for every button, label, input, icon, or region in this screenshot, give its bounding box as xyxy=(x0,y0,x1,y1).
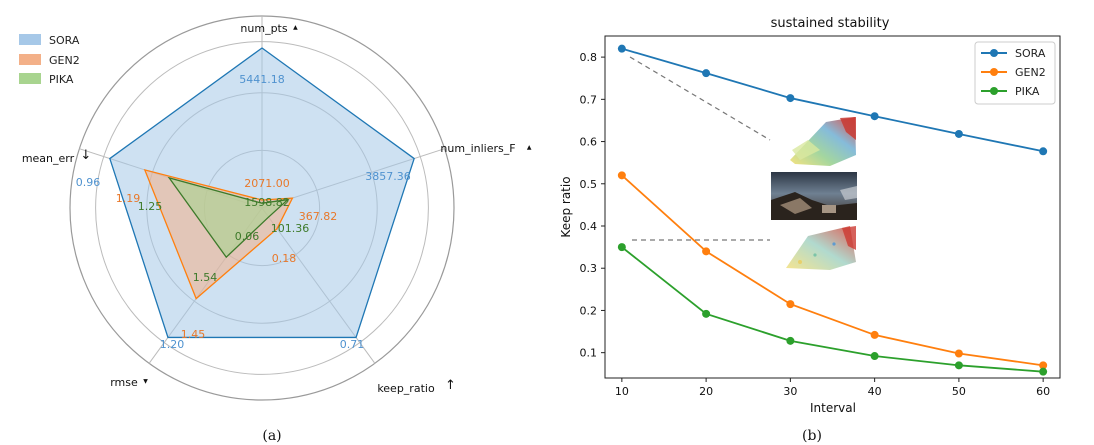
series-line-gen2 xyxy=(621,174,1044,367)
radar-axis-label: num_inliers_F xyxy=(440,142,515,155)
legend-swatch-pika xyxy=(19,73,41,84)
radar-value-gen2: 0.18 xyxy=(272,252,297,265)
radar-value-gen2: 2071.00 xyxy=(244,177,290,190)
y-tick-label: 0.8 xyxy=(580,51,598,64)
radar-value-gen2: 1.19 xyxy=(116,192,141,205)
data-point-pika xyxy=(1039,367,1048,376)
radar-axis-label: num_pts xyxy=(240,22,287,35)
data-point-gen2 xyxy=(954,349,963,358)
data-point-gen2 xyxy=(870,330,879,339)
x-tick-label: 10 xyxy=(615,385,629,398)
radar-value-pika: 101.36 xyxy=(271,222,310,235)
x-axis-label: Interval xyxy=(810,401,856,415)
legend-label-pika: PIKA xyxy=(49,73,74,86)
radar-value-pika: 1.25 xyxy=(138,200,163,213)
y-tick-label: 0.4 xyxy=(580,220,598,233)
data-point-sora xyxy=(954,129,963,138)
y-tick-label: 0.2 xyxy=(580,304,598,317)
legend-marker-pika xyxy=(990,87,998,95)
radar-axis-label: mean_err xyxy=(22,152,75,165)
radar-value-pika: 1.54 xyxy=(193,271,218,284)
radar-legend: SORA GEN2 PIKA xyxy=(19,34,80,86)
legend-label-pika: PIKA xyxy=(1015,85,1040,98)
radar-polygon-pika xyxy=(167,176,290,259)
axis-ticks: 10 20 30 40 50 60 0.1 0.2 0.3 0.4 0.5 0.6 0.7 0.8 xyxy=(580,51,1051,398)
radar-value-sora: 0.96 xyxy=(76,176,101,189)
legend-marker-sora xyxy=(990,49,998,57)
y-tick-label: 0.5 xyxy=(580,178,598,191)
data-point-gen2 xyxy=(702,247,711,256)
legend-label-sora: SORA xyxy=(1015,47,1046,60)
legend-marker-gen2 xyxy=(990,68,998,76)
y-tick-label: 0.6 xyxy=(580,136,598,149)
radar-value-sora: 0.71 xyxy=(340,338,365,351)
x-tick-label: 40 xyxy=(868,385,882,398)
data-point-gen2 xyxy=(617,171,626,180)
radar-axis-direction-arrow: ▼ xyxy=(143,378,148,385)
radar-value-sora: 1.20 xyxy=(160,338,185,351)
radar-chart: 5441.18 3857.36 0.71 1.20 0.96 2071.00 367.82 0… xyxy=(19,15,532,444)
data-point-pika xyxy=(786,336,795,345)
radar-axis-label: keep_ratio xyxy=(377,382,435,395)
line-series xyxy=(617,44,1048,376)
legend-label-gen2: GEN2 xyxy=(49,54,80,67)
line-legend: SORA GEN2 PIKA xyxy=(974,41,1056,105)
radar-axis-direction-arrow: ▲ xyxy=(527,144,532,151)
radar-axis-labels: num_pts ▲ num_inliers_F ▲ keep_ratio ↑ rmse ▼ me… xyxy=(22,22,532,395)
inset-leader-top xyxy=(629,56,771,141)
radar-value-sora: 5441.18 xyxy=(239,73,285,86)
data-point-pika xyxy=(870,352,879,361)
caption-a: (a) xyxy=(262,428,281,444)
y-tick-label: 0.7 xyxy=(580,93,598,106)
inset-scene-photo xyxy=(771,172,857,220)
legend-swatch-sora xyxy=(19,34,41,45)
data-point-sora xyxy=(786,94,795,103)
line-chart: sustained stability 10 20 30 40 50 60 0.1 0.2 0.… xyxy=(559,16,1061,444)
radar-value-pika: 1598.82 xyxy=(244,196,290,209)
line-chart-title: sustained stability xyxy=(771,16,890,31)
data-point-sora xyxy=(870,112,879,121)
plot-frame xyxy=(604,35,1061,379)
x-tick-label: 30 xyxy=(783,385,797,398)
x-tick-label: 50 xyxy=(952,385,966,398)
radar-axis-direction-arrow: ↓ xyxy=(80,148,91,163)
legend-swatch-gen2 xyxy=(19,54,41,65)
legend-label-gen2: GEN2 xyxy=(1015,66,1046,79)
data-point-pika xyxy=(954,361,963,370)
radar-value-pika: 0.06 xyxy=(235,230,260,243)
y-axis-label: Keep ratio xyxy=(559,176,573,237)
data-point-pika xyxy=(617,243,626,252)
data-point-sora xyxy=(1039,147,1048,156)
radar-axis-direction-arrow: ↑ xyxy=(445,378,456,393)
data-point-gen2 xyxy=(786,300,795,309)
legend-label-sora: SORA xyxy=(49,34,80,47)
x-tick-label: 60 xyxy=(1036,385,1050,398)
inset-point-cloud-sparse xyxy=(771,224,857,274)
series-line-sora xyxy=(621,47,1044,153)
data-point-gen2 xyxy=(1039,361,1048,370)
y-tick-label: 0.1 xyxy=(580,347,598,360)
y-tick-label: 0.3 xyxy=(580,262,598,275)
data-point-pika xyxy=(702,309,711,318)
radar-value-labels: 5441.18 3857.36 0.71 1.20 0.96 2071.00 367.82 0… xyxy=(76,73,411,351)
data-point-sora xyxy=(617,44,626,53)
x-tick-label: 20 xyxy=(699,385,713,398)
radar-series xyxy=(109,47,415,339)
radar-axis-label: rmse xyxy=(110,376,138,389)
radar-value-gen2: 367.82 xyxy=(299,210,338,223)
data-point-sora xyxy=(702,69,711,78)
series-line-pika xyxy=(621,246,1044,373)
caption-b: (b) xyxy=(802,428,822,444)
radar-value-gen2: 1.45 xyxy=(181,328,206,341)
inset-point-cloud-good xyxy=(771,116,857,168)
radar-value-sora: 3857.36 xyxy=(365,170,411,183)
radar-axis-direction-arrow: ▲ xyxy=(293,24,298,31)
